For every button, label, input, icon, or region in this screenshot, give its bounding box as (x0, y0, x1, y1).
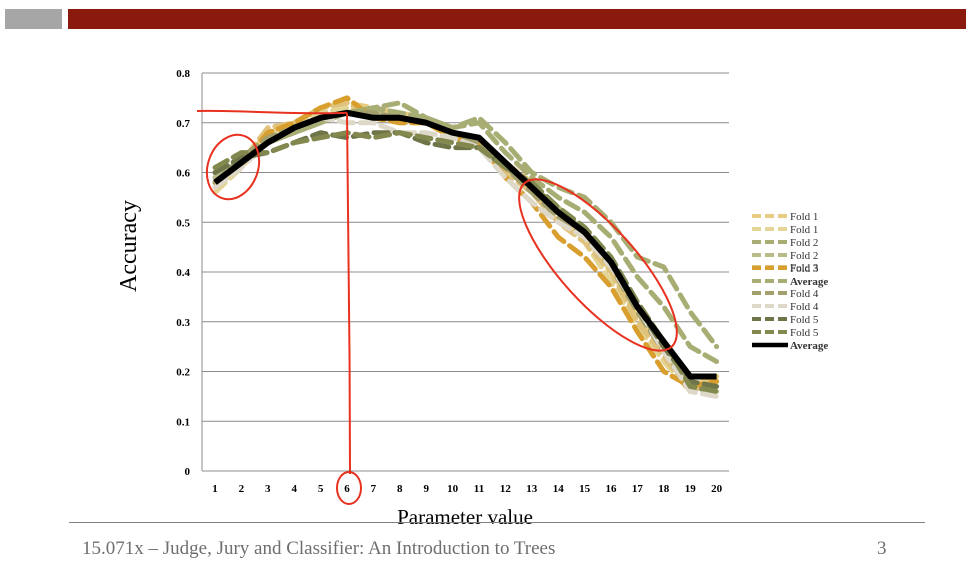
legend-label: Fold 3 (790, 263, 819, 275)
header-red-bar (68, 9, 966, 29)
header-gray-bar (5, 9, 62, 29)
legend-label: Average (790, 340, 828, 352)
series-line-6 (212, 105, 720, 365)
series-lines (212, 95, 720, 399)
footer-divider (69, 522, 925, 523)
x-tick-label: 18 (658, 483, 670, 495)
series-line-3 (212, 110, 720, 394)
legend-label: Average (790, 276, 828, 288)
x-tick-label: 2 (239, 483, 245, 495)
x-tick-label: 9 (423, 483, 429, 495)
y-tick-label: 0.2 (176, 367, 190, 379)
x-tick-label: 17 (632, 483, 644, 495)
y-tick-label: 0.7 (176, 118, 190, 130)
x-tick-label: 10 (447, 483, 459, 495)
y-tick-label: 0.3 (176, 317, 190, 329)
annotation-circle-start (205, 133, 261, 201)
annotation-vertical-line (346, 112, 351, 475)
legend-label: Fold 1 (790, 224, 818, 236)
y-tick-label: 0.4 (176, 267, 190, 279)
x-tick-label: 15 (579, 483, 591, 495)
series-line-11 (213, 109, 717, 380)
y-tick-label: 0.5 (176, 217, 190, 229)
legend-label: Fold 5 (790, 327, 819, 339)
x-tick-label: 20 (711, 483, 723, 495)
series-line-5 (212, 95, 720, 389)
y-tick-label: 0.1 (176, 416, 190, 428)
x-tick-label: 3 (265, 483, 271, 495)
annotation-horizontal-line (196, 109, 348, 115)
y-tick-label: 0.8 (176, 68, 190, 80)
x-tick-label: 16 (606, 483, 618, 495)
x-tick-label: 19 (685, 483, 697, 495)
legend-label: Fold 1 (790, 211, 818, 223)
x-tick-label: 8 (397, 483, 403, 495)
series-line-10 (212, 130, 720, 394)
x-axis-label: Parameter value (397, 505, 533, 529)
legend-label: Fold 4 (790, 301, 819, 313)
page-number: 3 (877, 538, 887, 559)
annotation-circle-peak (336, 471, 362, 505)
y-axis-label: Accuracy (116, 200, 142, 292)
legend-label: Fold 2 (790, 250, 818, 262)
x-tick-label: 11 (474, 483, 484, 495)
x-tick-label: 13 (526, 483, 538, 495)
legend-label: Fold 5 (790, 314, 819, 326)
annotation-circle-decline (518, 178, 678, 352)
x-tick-label: 12 (500, 483, 512, 495)
legend-label: Fold 4 (790, 288, 819, 300)
red-annotations (196, 109, 678, 505)
y-tick-labels: 0 0.1 0.2 0.3 0.4 0.5 0.6 0.7 0.8 (176, 68, 190, 478)
x-tick-labels: 1 2 3 4 5 6 7 8 9 10 11 12 13 14 15 16 17 18 19 20 (212, 483, 722, 495)
grid-lines (201, 72, 729, 472)
x-tick-label: 1 (212, 483, 218, 495)
series-line-1 (212, 105, 720, 394)
legend-label: Fold 2 (790, 237, 818, 249)
y-tick-label: 0.6 (176, 168, 190, 180)
series-line-7 (212, 110, 720, 394)
footer-title: 15.071x – Judge, Jury and Classifier: An… (82, 538, 556, 559)
y-tick-label: 0 (185, 466, 191, 478)
x-tick-label: 7 (371, 483, 377, 495)
x-tick-label: 4 (291, 483, 297, 495)
x-tick-label: 14 (553, 483, 565, 495)
x-tick-label: 5 (318, 483, 324, 495)
legend-label: Fold 3 (790, 262, 819, 274)
x-tick-label: 6 (344, 483, 350, 495)
